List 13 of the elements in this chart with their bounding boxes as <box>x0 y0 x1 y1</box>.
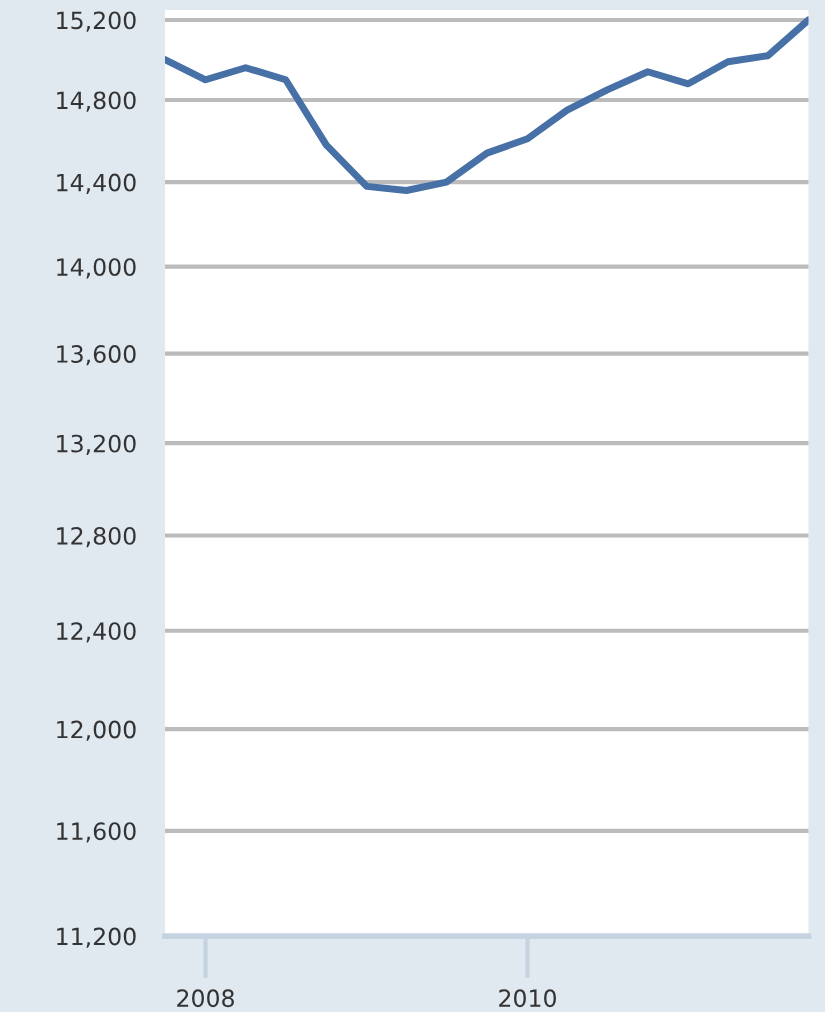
x-tick-label: 2010 <box>499 989 556 1008</box>
y-tick-label: 14,400 <box>57 173 136 194</box>
y-tick-label: 12,400 <box>57 622 136 643</box>
y-tick-label: 14,800 <box>57 91 136 112</box>
y-tick-label: 15,200 <box>57 11 136 32</box>
x-tick-label: 2008 <box>177 989 234 1008</box>
y-tick-label: 13,600 <box>57 345 136 366</box>
y-tick-label: 11,200 <box>57 927 136 948</box>
y-tick-label: 12,800 <box>57 526 136 548</box>
y-tick-label: 12,000 <box>57 720 136 741</box>
y-tick-label: 13,200 <box>57 434 136 455</box>
y-tick-label: 14,000 <box>57 258 136 279</box>
y-tick-label: 11,600 <box>57 822 136 843</box>
